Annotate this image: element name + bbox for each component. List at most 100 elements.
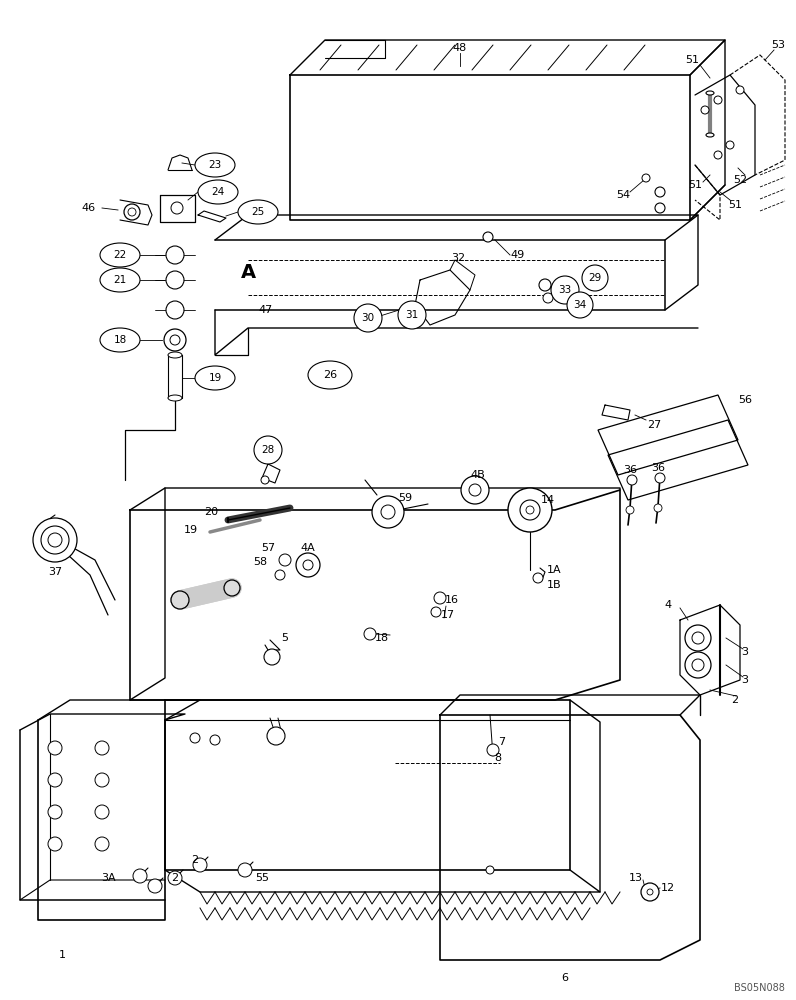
Text: 8: 8	[494, 753, 501, 763]
Circle shape	[539, 279, 551, 291]
Circle shape	[210, 735, 220, 745]
Circle shape	[48, 741, 62, 755]
Text: 20: 20	[204, 507, 218, 517]
Circle shape	[641, 883, 659, 901]
Ellipse shape	[195, 153, 235, 177]
Circle shape	[692, 632, 704, 644]
Circle shape	[190, 733, 200, 743]
Text: 19: 19	[184, 525, 198, 535]
Text: 16: 16	[445, 595, 459, 605]
Text: 28: 28	[261, 445, 275, 455]
Text: 25: 25	[252, 207, 264, 217]
Text: 2: 2	[732, 695, 739, 705]
Ellipse shape	[171, 591, 189, 609]
Text: 2: 2	[171, 873, 178, 883]
Ellipse shape	[224, 580, 240, 596]
Text: 47: 47	[258, 305, 272, 315]
Text: 27: 27	[647, 420, 661, 430]
Circle shape	[701, 106, 709, 114]
Text: 19: 19	[209, 373, 221, 383]
Text: 31: 31	[405, 310, 419, 320]
Circle shape	[461, 476, 489, 504]
Ellipse shape	[195, 366, 235, 390]
Circle shape	[41, 526, 69, 554]
Circle shape	[148, 879, 162, 893]
Text: 4A: 4A	[301, 543, 315, 553]
Circle shape	[267, 727, 285, 745]
Text: A: A	[240, 262, 256, 282]
Text: 2: 2	[191, 855, 198, 865]
Ellipse shape	[706, 91, 714, 95]
Circle shape	[692, 659, 704, 671]
Text: BS05N088: BS05N088	[734, 983, 785, 993]
Circle shape	[275, 570, 285, 580]
Circle shape	[551, 284, 559, 292]
Circle shape	[487, 744, 499, 756]
Text: 6: 6	[561, 973, 568, 983]
Text: 51: 51	[728, 200, 742, 210]
Text: 56: 56	[738, 395, 752, 405]
Circle shape	[642, 174, 650, 182]
Circle shape	[133, 869, 147, 883]
Circle shape	[567, 292, 593, 318]
Circle shape	[526, 506, 534, 514]
Text: 32: 32	[451, 253, 465, 263]
Text: 29: 29	[588, 273, 602, 283]
Circle shape	[279, 554, 291, 566]
Circle shape	[164, 329, 186, 351]
Text: 3: 3	[742, 675, 748, 685]
Circle shape	[193, 858, 207, 872]
Circle shape	[48, 773, 62, 787]
Text: 17: 17	[441, 610, 455, 620]
Text: 54: 54	[616, 190, 630, 200]
Circle shape	[364, 628, 376, 640]
Circle shape	[254, 436, 282, 464]
Text: 1A: 1A	[547, 565, 561, 575]
Circle shape	[685, 625, 711, 651]
Ellipse shape	[100, 268, 140, 292]
Text: 36: 36	[651, 463, 665, 473]
Ellipse shape	[168, 395, 182, 401]
Text: 21: 21	[113, 275, 127, 285]
Circle shape	[95, 773, 109, 787]
Text: 24: 24	[212, 187, 224, 197]
Circle shape	[508, 488, 552, 532]
Text: 51: 51	[685, 55, 699, 65]
Text: 58: 58	[253, 557, 267, 567]
Circle shape	[655, 473, 665, 483]
Text: 1B: 1B	[547, 580, 561, 590]
Ellipse shape	[100, 328, 140, 352]
Circle shape	[655, 203, 665, 213]
Circle shape	[551, 276, 579, 304]
Circle shape	[33, 518, 77, 562]
Text: 53: 53	[771, 40, 785, 50]
Text: 57: 57	[261, 543, 275, 553]
Text: 3: 3	[742, 647, 748, 657]
Text: 48: 48	[453, 43, 467, 53]
Text: 37: 37	[48, 567, 62, 577]
Text: 33: 33	[558, 285, 572, 295]
Circle shape	[486, 866, 494, 874]
Circle shape	[372, 496, 404, 528]
Circle shape	[95, 805, 109, 819]
Circle shape	[166, 246, 184, 264]
Text: 36: 36	[623, 465, 637, 475]
Ellipse shape	[198, 180, 238, 204]
Circle shape	[48, 533, 62, 547]
Circle shape	[48, 837, 62, 851]
Text: 46: 46	[81, 203, 95, 213]
Circle shape	[647, 889, 653, 895]
Text: 59: 59	[398, 493, 412, 503]
Circle shape	[128, 208, 136, 216]
Circle shape	[626, 506, 634, 514]
Circle shape	[238, 863, 252, 877]
Circle shape	[170, 335, 180, 345]
Text: 13: 13	[629, 873, 643, 883]
Text: 26: 26	[323, 370, 337, 380]
Circle shape	[714, 96, 722, 104]
Circle shape	[520, 500, 540, 520]
Ellipse shape	[308, 361, 352, 389]
Text: 14: 14	[541, 495, 555, 505]
Text: 12: 12	[661, 883, 675, 893]
Text: 4B: 4B	[470, 470, 486, 480]
